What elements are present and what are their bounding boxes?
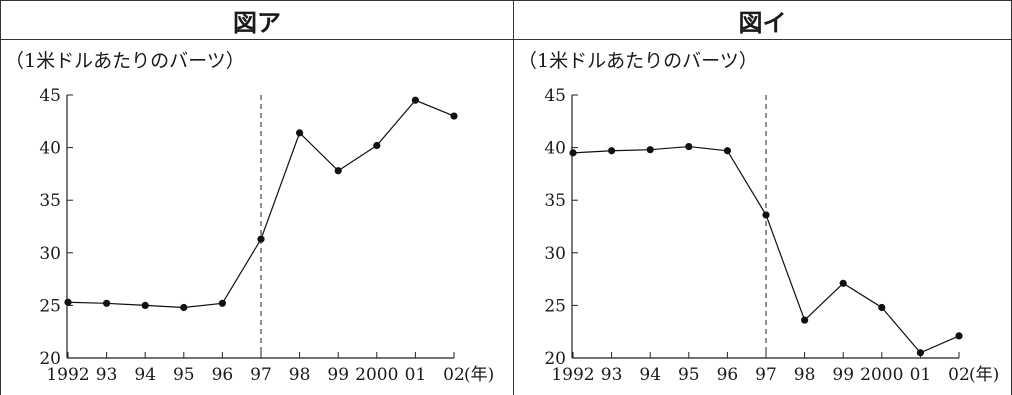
data-point	[257, 235, 265, 243]
data-point	[141, 301, 149, 309]
y-unit-label: （1米ドルあたりのバーツ）	[5, 50, 245, 72]
x-tick-label: 94	[639, 365, 661, 385]
data-point	[723, 147, 731, 155]
data-point	[839, 279, 847, 287]
y-tick-label: 45	[39, 86, 61, 106]
x-tick-label: 2000	[860, 365, 903, 385]
x-tick-label: 01	[405, 365, 427, 385]
x-tick-label: 97	[250, 365, 272, 385]
data-point	[916, 349, 924, 357]
data-point	[64, 298, 72, 306]
x-tick-label: 97	[755, 365, 777, 385]
chart-panel-a: 図ア （1米ドルあたりのバーツ） 20 25 30 35 40 45 1992 93 94 95 9…	[0, 0, 514, 395]
chart-title: 図ア	[1, 0, 513, 40]
chart-title: 図イ	[514, 0, 1011, 40]
x-tick-label: 2000	[355, 365, 398, 385]
x-tick-label: 98	[794, 365, 816, 385]
data-point	[646, 146, 654, 154]
data-point	[296, 129, 304, 137]
data-point	[608, 147, 616, 155]
x-tick-label: 95	[678, 365, 700, 385]
x-tick-label: 95	[173, 365, 195, 385]
y-tick-label: 20	[544, 349, 566, 369]
y-tick-label: 35	[544, 191, 566, 211]
line-chart-b: 20 25 30 35 40 45 1992 93 94 95 96 97 98 99 2000 01 02 (年…	[544, 86, 999, 385]
y-tick-label: 25	[544, 296, 566, 316]
x-tick-label: 96	[212, 365, 234, 385]
data-point	[762, 211, 770, 219]
data-point	[411, 96, 419, 104]
y-tick-label: 40	[39, 139, 61, 159]
x-tick-label: 1992	[46, 365, 89, 385]
y-tick-label: 25	[39, 296, 61, 316]
data-point	[218, 299, 226, 307]
y-tick-label: 40	[544, 139, 566, 159]
data-point	[180, 303, 188, 312]
x-tick-label: 01	[910, 365, 932, 385]
data-point	[878, 303, 886, 312]
x-tick-label: 98	[289, 365, 311, 385]
x-tick-label: 99	[832, 365, 854, 385]
x-tick-label: 02	[948, 365, 970, 385]
x-tick-label: 1992	[551, 365, 594, 385]
y-tick-label: 30	[39, 244, 61, 264]
x-unit-label: (年)	[464, 365, 494, 385]
line-chart-a: 20 25 30 35 40 45 1992 93 94 95 96 97 98 99 2000 01 02 (年…	[39, 86, 494, 385]
x-tick-label: 93	[601, 365, 623, 385]
data-point	[801, 316, 809, 324]
y-unit-label: （1米ドルあたりのバーツ）	[518, 50, 758, 72]
data-point	[569, 149, 577, 157]
x-tick-label: 94	[134, 365, 156, 385]
y-tick-label: 20	[39, 349, 61, 369]
y-tick-label: 30	[544, 244, 566, 264]
y-tick-label: 35	[39, 191, 61, 211]
data-point	[685, 142, 693, 151]
chart-panel-b: 図イ （1米ドルあたりのバーツ） 20 25 30 35 40 45 1992 93 94 95 9…	[514, 0, 1012, 395]
x-tick-label: 02	[443, 365, 465, 385]
data-point	[373, 141, 381, 150]
y-tick-label: 45	[544, 86, 566, 106]
x-tick-label: 93	[96, 365, 118, 385]
data-point	[955, 332, 963, 340]
x-unit-label: (年)	[969, 365, 999, 385]
x-tick-label: 99	[327, 365, 349, 385]
data-point	[450, 112, 458, 120]
x-tick-label: 96	[717, 365, 739, 385]
data-point	[103, 299, 111, 307]
data-point	[334, 167, 342, 175]
